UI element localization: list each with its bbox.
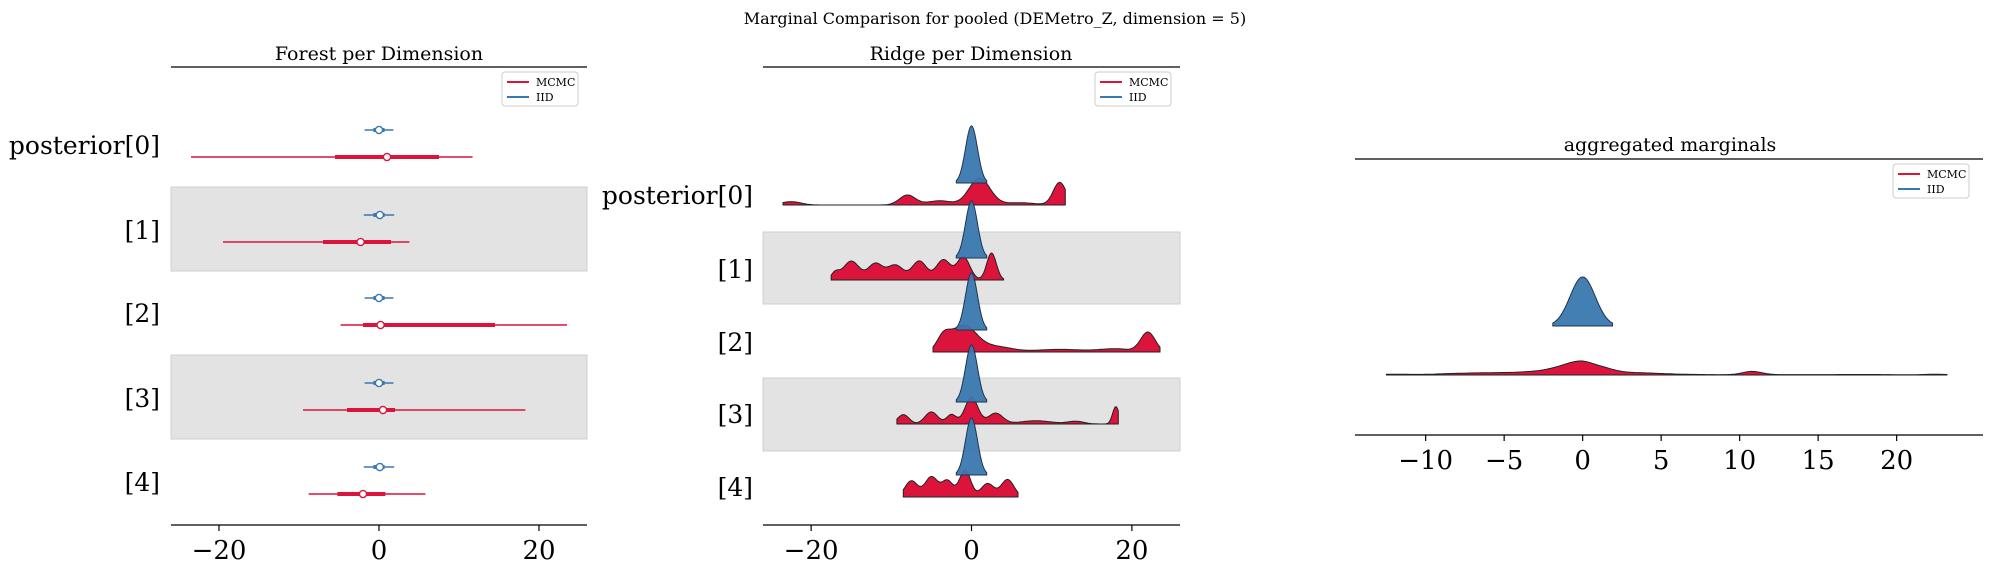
- aggregated-legend-iid-label: IID: [1927, 183, 1945, 196]
- figure-suptitle: Marginal Comparison for pooled (DEMetro_…: [744, 9, 1246, 28]
- ridge-row-label: [3]: [718, 400, 753, 429]
- ridge-row-label: [2]: [718, 328, 753, 357]
- aggregated-x-tick-label: −5: [1485, 446, 1523, 476]
- aggregated-iid-density: [1552, 276, 1613, 327]
- aggregated-legend-mcmc-label: MCMC: [1927, 168, 1966, 181]
- forest-legend-mcmc-label: MCMC: [536, 76, 575, 89]
- forest-mcmc-median: [376, 320, 385, 330]
- forest-mcmc-median: [358, 489, 368, 499]
- aggregated-panel: aggregated marginals −10 −5 0 5 10 15 20 MCMC II…: [1355, 134, 1983, 476]
- forest-iid-median: [374, 378, 384, 388]
- ridge-legend-iid-label: IID: [1129, 91, 1147, 104]
- ridge-title: Ridge per Dimension: [870, 43, 1073, 65]
- ridge-iid-density: [955, 125, 988, 184]
- aggregated-x-tick-label: 0: [1574, 446, 1591, 476]
- ridge-row-label: posterior[0]: [602, 181, 753, 210]
- ridge-mcmc-density: [830, 252, 1005, 281]
- forest-iid-median: [374, 125, 384, 135]
- aggregated-mcmc-density: [1385, 360, 1948, 376]
- forest-title: Forest per Dimension: [275, 43, 483, 65]
- ridge-mcmc-density: [782, 177, 1066, 206]
- forest-mcmc-median: [378, 405, 388, 415]
- aggregated-x-tick-label: 15: [1802, 446, 1835, 476]
- ridge-x-tick-label: 20: [1115, 536, 1148, 566]
- ridge-iid-density: [955, 417, 988, 476]
- ridge-row-label: [4]: [718, 473, 753, 502]
- forest-row-label: [1]: [125, 216, 160, 245]
- forest-iid-median: [374, 293, 384, 303]
- ridge-panel: Ridge per Dimension posterior[0] [1] [2] [3…: [602, 43, 1181, 566]
- aggregated-x-tick-label: 10: [1723, 446, 1756, 476]
- forest-x-tick-label: 20: [522, 536, 555, 566]
- forest-row-label: [2]: [125, 299, 160, 328]
- aggregated-x-tick-label: 5: [1653, 446, 1670, 476]
- ridge-iid-density: [955, 344, 988, 403]
- ridge-legend-mcmc-label: MCMC: [1129, 76, 1168, 89]
- forest-mcmc-median: [356, 237, 365, 247]
- forest-x-tick-label: 0: [371, 536, 388, 566]
- forest-row-label: [3]: [125, 384, 160, 413]
- ridge-x-tick-label: −20: [784, 536, 839, 566]
- forest-row-label: [4]: [125, 468, 160, 497]
- forest-legend-iid-label: IID: [536, 91, 554, 104]
- forest-mcmc-median: [382, 152, 392, 162]
- forest-panel: Forest per Dimension posterior[0] [1] [2] […: [9, 43, 588, 566]
- ridge-row-label: [1]: [718, 255, 753, 284]
- ridge-mcmc-density: [896, 396, 1119, 425]
- aggregated-x-tick-label: 20: [1880, 446, 1913, 476]
- aggregated-title: aggregated marginals: [1564, 134, 1777, 156]
- ridge-iid-density: [955, 200, 988, 259]
- aggregated-x-tick-label: −10: [1398, 446, 1453, 476]
- forest-iid-median: [375, 210, 385, 220]
- ridge-iid-density: [955, 272, 988, 331]
- ridge-x-tick-label: 0: [963, 536, 980, 566]
- forest-iid-median: [375, 462, 385, 472]
- forest-x-tick-label: −20: [192, 536, 247, 566]
- forest-band: [170, 354, 588, 440]
- forest-band: [170, 186, 588, 272]
- forest-row-label: posterior[0]: [9, 131, 160, 160]
